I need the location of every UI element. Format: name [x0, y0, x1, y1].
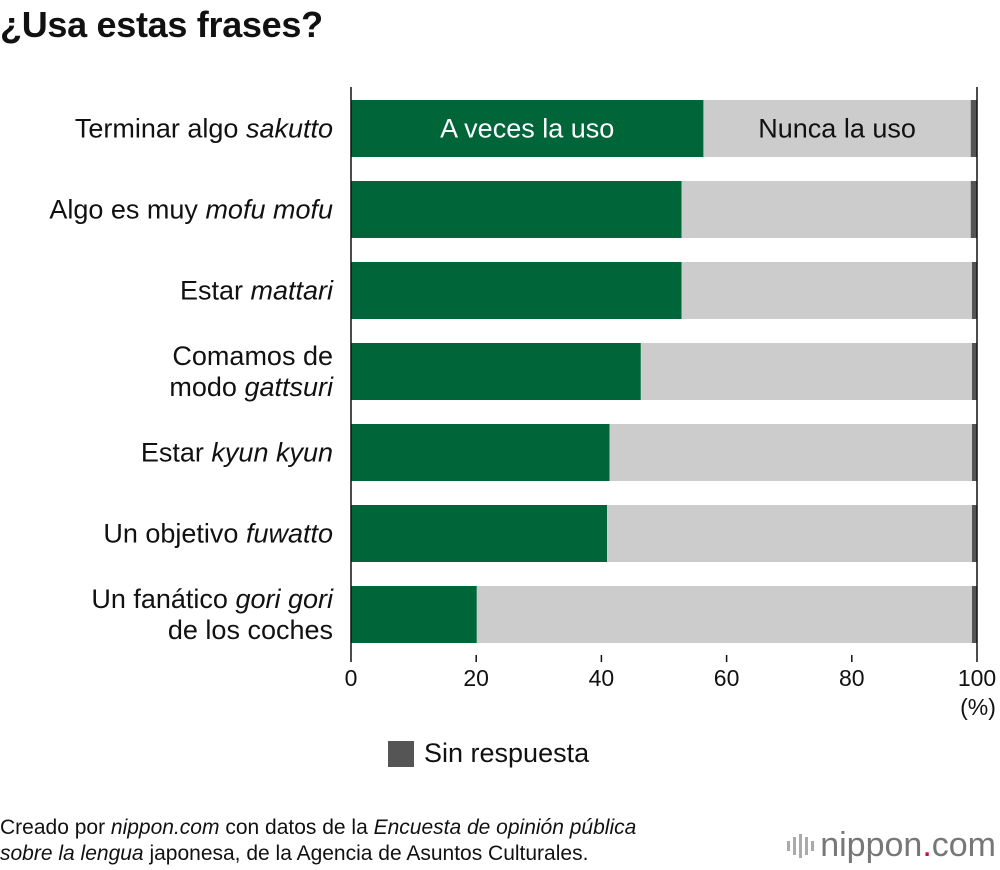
source-note-part: japonesa, de la Agencia de Asuntos Cultu…	[143, 842, 589, 865]
x-tick-label-2: 40	[589, 665, 615, 691]
bar-0-series-1	[703, 100, 971, 157]
bar-4-series-2	[971, 424, 977, 481]
bar-1-series-2	[970, 181, 977, 238]
inline-label-series-0: A veces la uso	[440, 114, 614, 144]
source-note-part: nippon.com	[110, 816, 220, 839]
legend-swatch-sin-respuesta	[388, 740, 414, 767]
bar-chart: Terminar algo sakutto Algo es muy mofu mo…	[49, 87, 996, 720]
x-tick-label-3: 60	[714, 665, 740, 691]
bar-2-series-0	[351, 262, 682, 319]
x-tick-label-1: 20	[463, 665, 489, 691]
legend: Sin respuesta	[388, 738, 589, 769]
bar-0-series-0	[351, 100, 704, 157]
category-label-6-line-0: Un fanático gori gori	[91, 584, 334, 614]
category-label-6-line-1: de los coches	[168, 615, 333, 645]
nippon-logo: nippon.com	[787, 826, 996, 865]
category-label-5: Un objetivo fuwatto	[103, 519, 333, 549]
category-label-2: Estar mattari	[180, 276, 334, 306]
bar-0-series-2	[970, 100, 977, 157]
bar-2-series-2	[971, 262, 977, 319]
bar-5-series-2	[971, 505, 977, 562]
logo-dot: .	[922, 826, 932, 864]
nippon-logo-icon	[787, 833, 815, 858]
source-note-part: Creado por	[0, 816, 111, 839]
category-label-0: Terminar algo sakutto	[75, 114, 333, 144]
category-label-4: Estar kyun kyun	[141, 438, 333, 468]
bar-3-series-2	[971, 343, 977, 400]
logo-suffix: com	[931, 826, 996, 864]
x-unit-label: (%)	[960, 694, 996, 720]
inline-label-series-1: Nunca la uso	[758, 114, 916, 144]
source-note-part: sobre la lengua	[0, 842, 144, 865]
category-label-1: Algo es muy mofu mofu	[49, 195, 333, 225]
x-tick-label-0: 0	[345, 665, 358, 691]
x-tick-label-4: 80	[839, 665, 865, 691]
bar-4-series-1	[609, 424, 972, 481]
logo-name: nippon	[820, 826, 923, 864]
bar-5-series-1	[607, 505, 972, 562]
bar-4-series-0	[351, 424, 610, 481]
bar-3-series-1	[640, 343, 972, 400]
bar-1-series-1	[681, 181, 971, 238]
category-label-3-line-1: modo gattsuri	[169, 372, 334, 402]
chart-title: ¿Usa estas frases?	[0, 4, 323, 45]
bar-2-series-1	[681, 262, 972, 319]
source-note: Creado por nippon.com con datos de la En…	[0, 815, 780, 867]
bar-6-series-1	[476, 586, 972, 643]
category-label-3-line-0: Comamos de	[172, 341, 333, 371]
bar-5-series-0	[351, 505, 608, 562]
bar-3-series-0	[351, 343, 641, 400]
x-tick-label-5: 100	[958, 665, 996, 691]
source-note-part: con datos de la	[219, 816, 374, 839]
legend-label-sin-respuesta: Sin respuesta	[424, 738, 590, 768]
bar-6-series-2	[971, 586, 977, 643]
bar-1-series-0	[351, 181, 682, 238]
source-note-part: Encuesta de opinión pública	[373, 816, 637, 839]
bar-6-series-0	[351, 586, 477, 643]
